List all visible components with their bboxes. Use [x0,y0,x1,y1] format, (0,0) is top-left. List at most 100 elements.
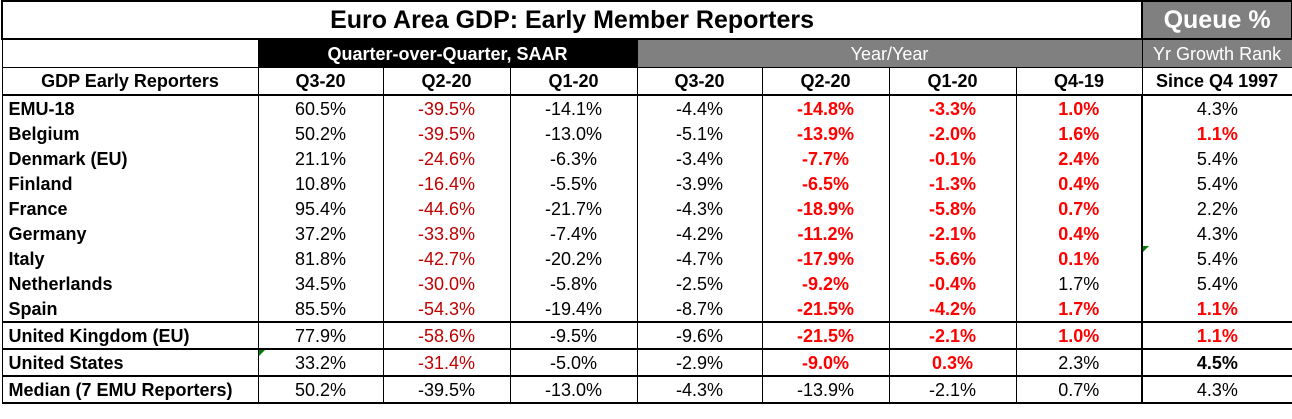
blank-header-cell [1,38,259,68]
table-row: Netherlands 34.5% -30.0% -5.8% -2.5% -9.2% -0.… [1,271,1292,296]
value-cell: -2.1% [888,221,1017,246]
table-row: Median (7 EMU Reporters) 50.2% -39.5% -13.0… [1,375,1292,404]
column-header: Q3-20 [257,67,384,96]
value-cell: -24.6% [382,146,511,171]
value-cell: -39.5% [382,375,511,404]
value-cell: -1.3% [888,171,1017,196]
row-label: Finland [1,171,259,196]
column-header-name: GDP Early Reporters [1,67,259,96]
table-row: Finland 10.8% -16.4% -5.5% -3.9% -6.5% -1.3% 0.… [1,171,1292,196]
value-cell: -4.3% [636,375,763,404]
value-cell: 21.1% [257,146,384,171]
value-cell: 10.8% [257,171,384,196]
value-cell: -58.6% [382,321,511,349]
value-cell: 85.5% [257,296,384,322]
row-label: United States [1,348,259,376]
value-cell: -5.5% [509,171,638,196]
value-cell: 4.5% [1141,348,1292,376]
value-cell: 1.0% [1015,95,1143,121]
value-cell: -4.2% [888,296,1017,322]
value-cell: -8.7% [636,296,763,322]
value-cell: -0.1% [888,146,1017,171]
value-cell: -39.5% [382,95,511,121]
value-cell: -13.0% [509,375,638,404]
value-cell: -9.5% [509,321,638,349]
value-cell: -14.8% [761,95,890,121]
value-cell: 0.3% [888,348,1017,376]
value-cell: -19.4% [509,296,638,322]
value-cell: -17.9% [761,246,890,271]
column-header: Q2-20 [382,67,511,96]
qoq-header: Quarter-over-Quarter, SAAR [257,38,638,68]
group-header-row: Quarter-over-Quarter, SAAR Year/Year Yr … [1,38,1292,68]
column-header: Since Q4 1997 [1141,67,1292,96]
value-cell: 81.8% [257,246,384,271]
table-row: United Kingdom (EU) 77.9% -58.6% -9.5% -9.6%… [1,321,1292,349]
table-row: Spain 85.5% -54.3% -19.4% -8.7% -21.5% -4.2% 1.… [1,296,1292,322]
table-row: Italy 81.8% -42.7% -20.2% -4.7% -17.9% -5.6% 0.… [1,246,1292,271]
value-cell: 77.9% [257,321,384,349]
column-header: Q3-20 [636,67,763,96]
value-cell: -42.7% [382,246,511,271]
value-cell: 1.6% [1015,121,1143,146]
value-cell: 37.2% [257,221,384,246]
value-cell: 2.4% [1015,146,1143,171]
column-header: Q4-19 [1015,67,1143,96]
value-cell: -5.8% [888,196,1017,221]
row-label: Spain [1,296,259,322]
value-cell: 4.3% [1141,95,1292,121]
value-cell: 1.1% [1141,121,1292,146]
value-cell: -2.1% [888,321,1017,349]
value-cell: -20.2% [509,246,638,271]
row-label: EMU-18 [1,95,259,121]
value-cell: -9.2% [761,271,890,296]
value-cell: -13.9% [761,121,890,146]
value-cell: 0.4% [1015,221,1143,246]
value-cell: -21.5% [761,321,890,349]
value-cell: -3.3% [888,95,1017,121]
value-cell: -21.5% [761,296,890,322]
value-cell: 0.7% [1015,196,1143,221]
value-cell: 4.3% [1141,375,1292,404]
value-cell: 33.2% [257,348,384,376]
value-cell: -0.4% [888,271,1017,296]
value-cell: 0.7% [1015,375,1143,404]
value-cell: 0.4% [1015,171,1143,196]
value-cell: 60.5% [257,95,384,121]
value-cell: 5.4% [1141,271,1292,296]
value-cell: -39.5% [382,121,511,146]
row-label: Netherlands [1,271,259,296]
value-cell: 95.4% [257,196,384,221]
value-cell: -5.0% [509,348,638,376]
value-cell: -11.2% [761,221,890,246]
value-cell: 34.5% [257,271,384,296]
value-cell: -6.5% [761,171,890,196]
column-header: Q1-20 [888,67,1017,96]
value-cell: 2.3% [1015,348,1143,376]
value-cell: -9.6% [636,321,763,349]
value-cell: -4.3% [636,196,763,221]
value-cell: -7.7% [761,146,890,171]
row-label: Germany [1,221,259,246]
row-label: United Kingdom (EU) [1,321,259,349]
value-cell: 5.4% [1141,171,1292,196]
table-title: Euro Area GDP: Early Member Reporters [0,0,1144,40]
value-cell: -18.9% [761,196,890,221]
column-header: Q1-20 [509,67,638,96]
value-cell: -3.4% [636,146,763,171]
value-cell: 5.4% [1141,146,1292,171]
value-cell: -2.5% [636,271,763,296]
value-cell: -4.4% [636,95,763,121]
value-cell: 2.2% [1141,196,1292,221]
value-cell: 4.3% [1141,221,1292,246]
value-cell: -16.4% [382,171,511,196]
queue-title: Queue % [1141,0,1292,40]
value-cell: -9.0% [761,348,890,376]
rank-header: Yr Growth Rank [1141,38,1292,68]
value-cell: -4.7% [636,246,763,271]
gdp-table: Euro Area GDP: Early Member Reporters Qu… [0,0,1292,404]
value-cell: 1.1% [1141,321,1292,349]
value-cell: -13.9% [761,375,890,404]
value-cell: -2.1% [888,375,1017,404]
value-cell: -21.7% [509,196,638,221]
